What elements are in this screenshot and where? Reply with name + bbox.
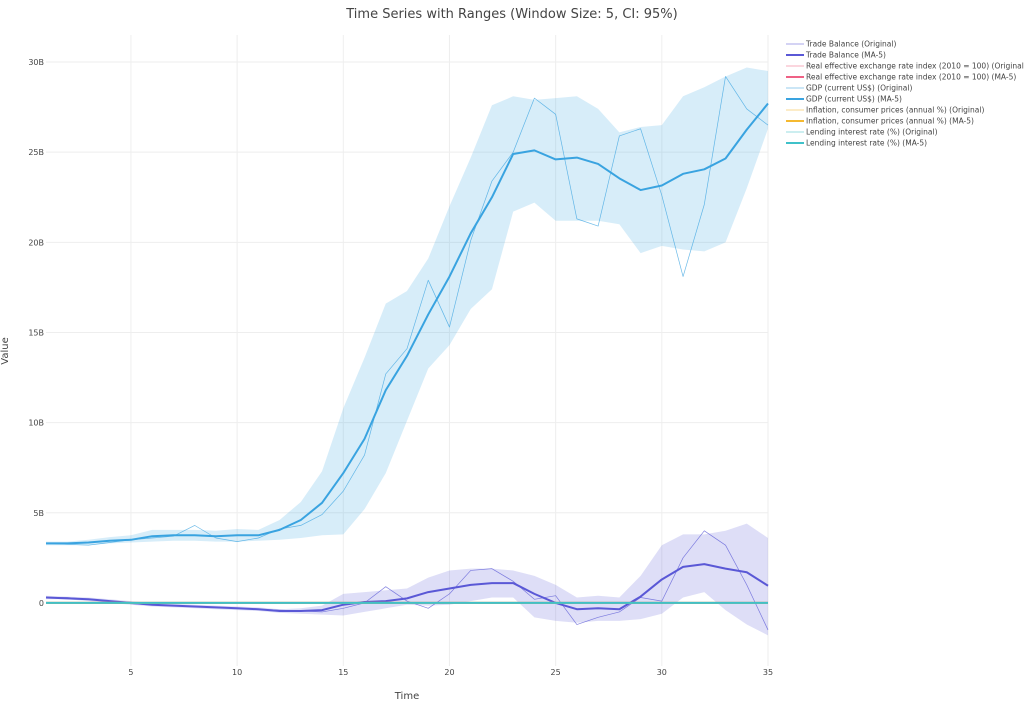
legend-item[interactable]: Inflation, consumer prices (annual %) (M… [786, 117, 974, 126]
x-tick-label: 35 [763, 668, 773, 677]
y-tick-label: 10B [28, 419, 44, 428]
x-tick-label: 25 [551, 668, 561, 677]
legend-item[interactable]: Real effective exchange rate index (2010… [786, 73, 1016, 82]
legend-item[interactable]: Lending interest rate (%) (Original) [786, 128, 938, 137]
legend-label: Trade Balance (Original) [805, 40, 896, 49]
y-tick-label: 20B [28, 238, 44, 247]
legend-label: Real effective exchange rate index (2010… [806, 73, 1016, 82]
legend-item[interactable]: GDP (current US$) (MA-5) [786, 95, 902, 104]
legend-label: Lending interest rate (%) (Original) [806, 128, 938, 137]
series-line-4[interactable] [45, 76, 769, 546]
legend-label: Inflation, consumer prices (annual %) (M… [806, 117, 974, 126]
legend-label: Lending interest rate (%) (MA-5) [806, 139, 927, 148]
x-tick-label: 20 [444, 668, 454, 677]
legend-item[interactable]: Trade Balance (MA-5) [786, 51, 886, 60]
legend-item[interactable]: Lending interest rate (%) (MA-5) [786, 139, 927, 148]
y-axis-title: Value [0, 337, 11, 364]
y-axis-ticks: 0 5B 10B 15B 20B 25B 30B [28, 58, 44, 608]
legend-label: Inflation, consumer prices (annual %) (O… [806, 106, 984, 115]
legend-item[interactable]: GDP (current US$) (Original) [786, 84, 912, 93]
chart-title: Time Series with Ranges (Window Size: 5,… [345, 7, 677, 22]
x-tick-label: 30 [657, 668, 667, 677]
x-axis-title: Time [394, 691, 419, 701]
legend-label: Trade Balance (MA-5) [805, 51, 886, 60]
y-tick-label: 0 [39, 599, 44, 608]
legend-label: GDP (current US$) (Original) [806, 84, 912, 93]
x-tick-label: 15 [338, 668, 348, 677]
y-tick-label: 5B [33, 509, 44, 518]
legend[interactable]: Trade Balance (Original) Trade Balance (M… [786, 40, 1024, 148]
y-tick-label: 25B [28, 148, 44, 157]
x-axis-ticks: 5 10 15 20 25 30 35 [128, 668, 773, 677]
legend-item[interactable]: Real effective exchange rate index (2010… [786, 62, 1024, 71]
y-tick-label: 30B [28, 58, 44, 67]
legend-label: GDP (current US$) (MA-5) [806, 95, 902, 104]
x-tick-label: 10 [232, 668, 242, 677]
legend-item[interactable]: Inflation, consumer prices (annual %) (O… [786, 106, 984, 115]
grid [46, 35, 769, 666]
x-tick-label: 5 [128, 668, 133, 677]
series-lines [45, 76, 769, 631]
legend-item[interactable]: Trade Balance (Original) [786, 40, 896, 49]
ci-band-5 [46, 67, 768, 546]
series-line-5[interactable] [46, 102, 769, 545]
legend-label: Real effective exchange rate index (2010… [806, 62, 1024, 71]
y-tick-label: 15B [28, 328, 44, 337]
series-line-1[interactable] [45, 563, 769, 613]
